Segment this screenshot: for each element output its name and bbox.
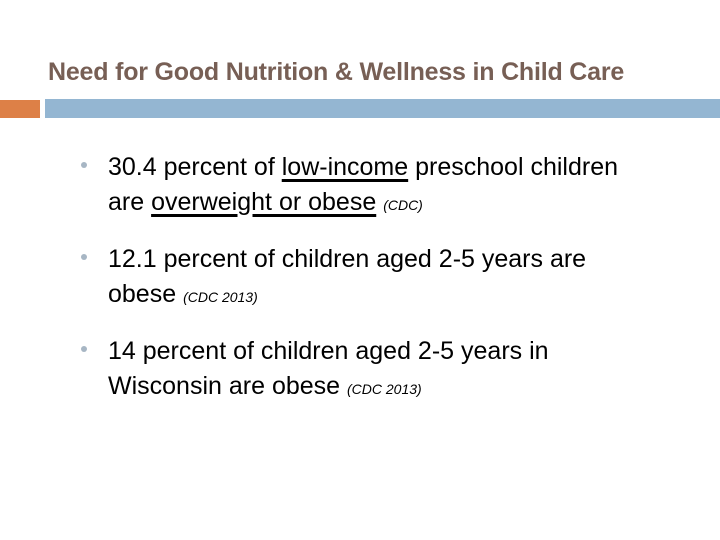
text-segment: 30.4 percent of xyxy=(108,153,282,181)
accent-bar-blue xyxy=(45,99,720,118)
slide-title: Need for Good Nutrition & Wellness in Ch… xyxy=(48,58,625,86)
bullet-text-line: 14 percent of children aged 2-5 years in xyxy=(108,334,549,369)
accent-bar-orange xyxy=(0,100,40,118)
citation-text: (CDC 2013) xyxy=(183,289,258,305)
citation-text: (CDC 2013) xyxy=(347,381,422,397)
bullet-text-line: 30.4 percent of low-income preschool chi… xyxy=(108,150,618,185)
text-segment: obese xyxy=(108,280,184,308)
bullet-text: 12.1 percent of children aged 2-5 years … xyxy=(108,242,586,315)
text-segment: 14 percent of children aged 2-5 years in xyxy=(108,337,549,365)
bullet-text-line: obese (CDC 2013) xyxy=(108,277,586,315)
citation-text: (CDC) xyxy=(383,197,423,213)
underlined-text: overweight or obese xyxy=(151,188,377,216)
bullet-item: 12.1 percent of children aged 2-5 years … xyxy=(81,242,681,315)
bullet-item: 30.4 percent of low-income preschool chi… xyxy=(81,150,681,223)
bullet-text: 14 percent of children aged 2-5 years in… xyxy=(108,334,549,407)
bullet-marker-icon xyxy=(81,162,87,168)
text-segment: 12.1 percent of children aged 2-5 years … xyxy=(108,245,587,273)
bullet-item: 14 percent of children aged 2-5 years in… xyxy=(81,334,681,407)
bullet-text: 30.4 percent of low-income preschool chi… xyxy=(108,150,618,223)
text-segment: Wisconsin are obese xyxy=(108,372,348,400)
text-segment: preschool children xyxy=(408,153,619,181)
text-segment: are xyxy=(108,188,152,216)
bullet-text-line: Wisconsin are obese (CDC 2013) xyxy=(108,369,549,407)
underlined-text: low-income xyxy=(281,153,409,181)
bullet-list: 30.4 percent of low-income preschool chi… xyxy=(81,150,681,426)
bullet-marker-icon xyxy=(81,254,87,260)
bullet-marker-icon xyxy=(81,346,87,352)
bullet-text-line: are overweight or obese (CDC) xyxy=(108,185,618,223)
bullet-text-line: 12.1 percent of children aged 2-5 years … xyxy=(108,242,586,277)
